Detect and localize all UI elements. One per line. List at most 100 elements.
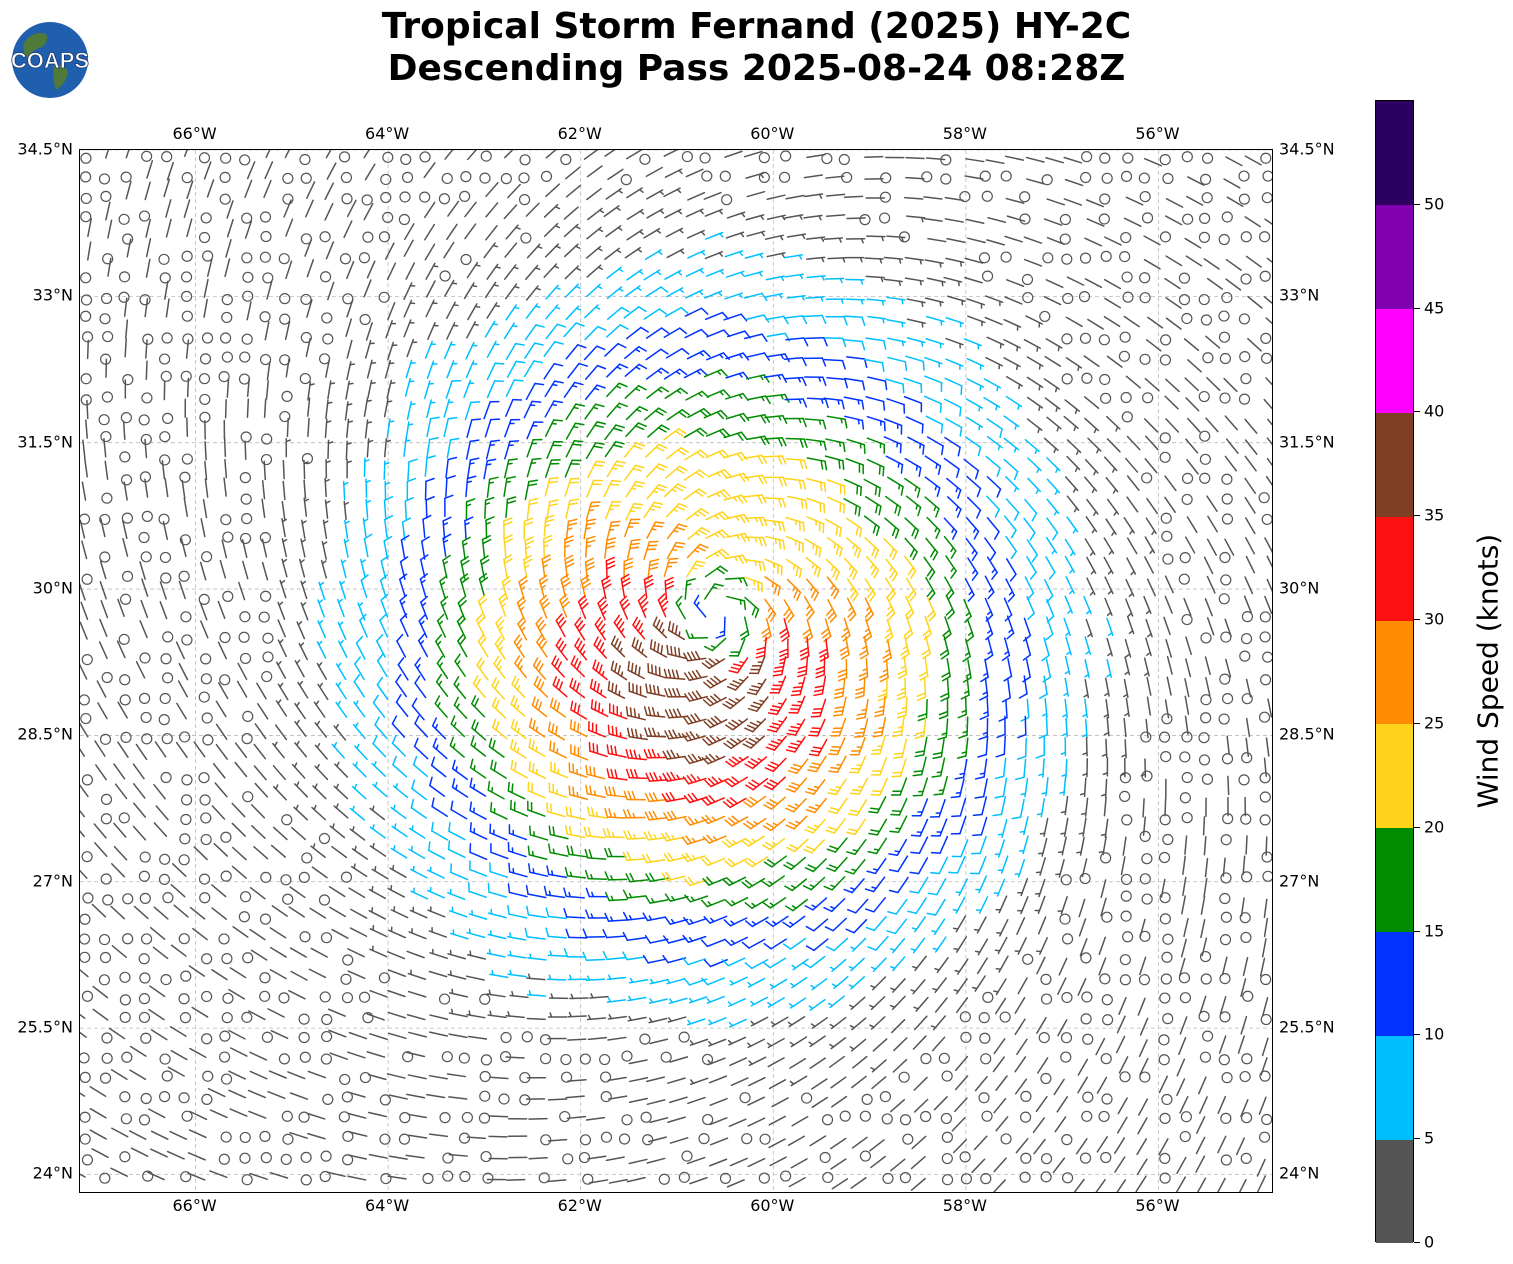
wind-barb [744,270,763,278]
wind-barb [145,339,148,359]
wind-barb [806,153,826,159]
wind-barb [204,478,209,498]
wind-barb [97,702,108,720]
wind-barb [111,863,126,878]
wind-barb [914,736,928,758]
wind-barb [1144,458,1158,474]
calm-marker [422,1172,434,1185]
wind-barb [294,659,305,678]
wind-barb [1064,178,1084,187]
calm-marker [118,271,131,283]
wind-barb [80,869,88,879]
wind-barb [296,621,306,640]
wind-barb [343,538,350,558]
wind-barb [449,736,465,758]
calm-marker [1119,954,1131,966]
wind-barb [486,263,501,280]
wind-barb [526,497,539,520]
calm-marker [180,611,192,623]
wind-barb [359,613,368,638]
wind-barb [1217,1135,1227,1154]
calm-marker [1141,893,1153,905]
wind-barb [261,480,266,500]
wind-barb [503,264,519,280]
wind-barb [826,856,848,872]
wind-barb [1139,1017,1149,1036]
wind-barb [145,258,151,278]
wind-barb [384,514,394,539]
wind-barb [1123,517,1135,535]
calm-marker [1079,252,1092,264]
wind-barb [347,970,366,980]
wind-barb [413,737,429,760]
wind-barb [1065,476,1079,493]
wind-barb [893,1037,908,1052]
wind-barb [637,593,649,618]
calm-marker [1161,1093,1173,1106]
calm-marker [239,532,252,545]
wind-barb [1103,456,1118,473]
calm-marker [419,151,431,163]
wind-barb [847,799,868,817]
wind-barb [789,1075,808,1087]
calm-marker [1262,651,1272,663]
wind-barb [1144,556,1154,574]
calm-marker [1200,632,1212,644]
wind-barb [1184,835,1188,855]
wind-barb [980,658,989,683]
wind-barb [700,899,725,908]
wind-barb [1057,836,1067,856]
calm-marker [1159,892,1171,904]
calm-marker [1120,890,1132,902]
wind-barb [967,557,979,581]
calm-marker [982,991,994,1003]
wind-barb [110,1069,128,1080]
calm-marker [259,353,272,366]
wind-barb [443,241,455,259]
calm-marker [480,1150,492,1163]
wind-barb [1144,435,1159,451]
wind-barb [1004,296,1023,305]
wind-barb [155,805,169,821]
calm-marker [1059,233,1071,245]
wind-barb [791,1115,809,1127]
wind-barb [626,187,644,199]
wind-barb [584,869,608,881]
wind-barb [555,637,568,661]
calm-marker [1039,310,1051,323]
wind-barb [827,257,847,263]
wind-barb [580,574,591,599]
wind-barb [498,592,508,617]
wind-barb [723,917,748,927]
wind-barb [1262,997,1269,1016]
wind-barb [489,969,509,979]
wind-barb [203,161,212,180]
wind-barb [360,574,369,599]
wind-barb [95,764,108,781]
wind-barb [105,150,109,159]
wind-barb [588,1179,609,1184]
wind-barb [954,1097,968,1113]
calm-marker [80,171,92,183]
calm-marker [1081,991,1093,1003]
wind-barb [224,458,228,479]
wind-barb [435,673,449,697]
wind-barb [1225,438,1239,454]
calm-marker [179,471,191,483]
wind-barb [405,421,414,441]
wind-barb [307,1070,327,1079]
wind-barb [1221,956,1228,976]
calm-marker [81,653,93,666]
wind-barb [867,837,888,855]
calm-marker [199,794,211,806]
calm-marker [162,892,174,904]
wind-barb [867,315,887,324]
wind-barb [549,697,567,718]
wind-barb [1206,495,1218,512]
wind-barb [741,835,765,847]
wind-barb [1078,817,1087,837]
wind-barb [1064,555,1075,574]
wind-barb [865,396,886,411]
wind-barb [379,613,389,638]
wind-barb [585,535,596,558]
